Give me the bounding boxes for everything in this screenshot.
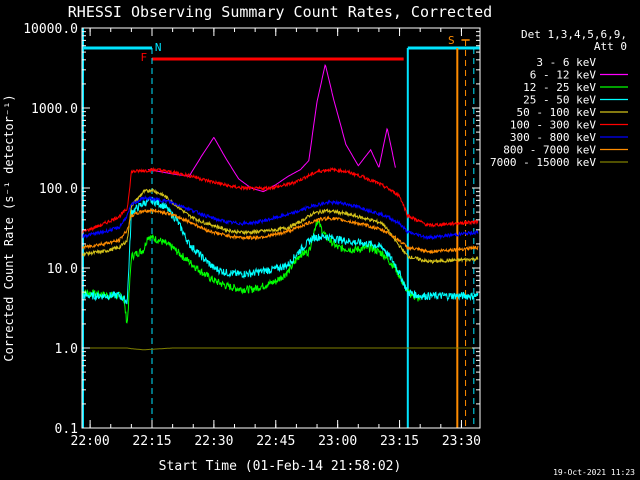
series-line-12-25-kev (82, 219, 421, 324)
series-line-50-100-kev (82, 188, 479, 265)
x-tick-label: 23:00 (318, 434, 357, 449)
legend-label-800-7000-kev: 800 - 7000 keV (503, 144, 596, 157)
legend-label-300-800-kev: 300 - 800 keV (510, 131, 596, 144)
x-tick-label: 23:30 (442, 434, 481, 449)
series-line-300-800-kev (82, 195, 479, 241)
legend-label-3-6-kev: 3 - 6 keV (536, 56, 596, 69)
chart-title: RHESSI Observing Summary Count Rates, Co… (68, 3, 492, 21)
x-axis-label: Start Time (01-Feb-14 21:58:02) (159, 459, 402, 474)
y-tick-label: 10000.0 (23, 22, 78, 37)
legend-label-50-100-kev: 50 - 100 keV (517, 106, 597, 119)
legend-label-25-50-kev: 25 - 50 keV (523, 94, 596, 107)
annotation-n: N (155, 41, 162, 54)
y-tick-label: 1.0 (55, 342, 78, 357)
legend-label-7000-15000-kev: 7000 - 15000 keV (490, 156, 596, 169)
x-tick-label: 23:15 (380, 434, 419, 449)
legend-title-line-1: Det 1,3,4,5,6,9, (521, 28, 627, 41)
annotation-s: S (448, 34, 455, 47)
legend-label-6-12-kev: 6 - 12 keV (530, 69, 597, 82)
series-line-6-12-kev (147, 64, 396, 193)
legend-title-line-2: Att 0 (594, 40, 627, 53)
legend-label-100-300-kev: 100 - 300 keV (510, 119, 596, 132)
x-tick-label: 22:30 (194, 434, 233, 449)
x-tick-label: 22:15 (132, 434, 171, 449)
x-tick-label: 22:00 (71, 434, 110, 449)
x-tick-label: 22:45 (256, 434, 295, 449)
y-tick-label: 100.0 (39, 182, 78, 197)
y-tick-label: 0.1 (55, 422, 78, 437)
timestamp-footer: 19-Oct-2021 11:23 (553, 468, 635, 477)
y-tick-label: 1000.0 (31, 102, 78, 117)
series-line-100-300-kev (82, 166, 479, 234)
plot-frame (81, 27, 481, 429)
series-line-25-50-kev (82, 196, 479, 305)
y-axis-label: Corrected Count Rate (s⁻¹ detector⁻¹) (2, 94, 16, 361)
annotation-f: F (141, 51, 148, 64)
series-line-3-6-kev (147, 104, 396, 193)
series-line-800-7000-kev (82, 207, 479, 255)
y-tick-label: 10.0 (47, 262, 78, 277)
series-line-7000-15000-kev (82, 347, 478, 351)
legend-label-12-25-kev: 12 - 25 keV (523, 81, 596, 94)
